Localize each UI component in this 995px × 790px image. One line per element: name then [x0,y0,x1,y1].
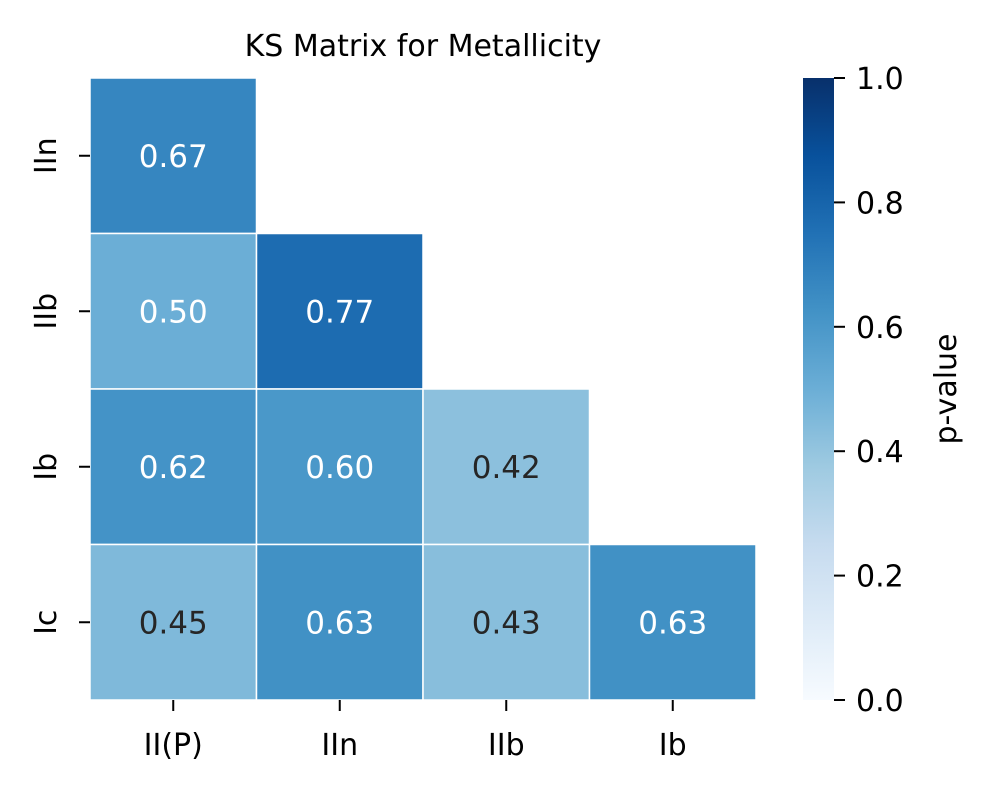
x-axis: II(P) IIn IIb Ib [144,700,687,763]
heatmap-cell-iin-iip [89,77,258,235]
colorbar-tick-label: 0.8 [856,186,904,221]
heatmap-cell-iib-iin [255,232,424,390]
colorbar: 0.0 0.2 0.4 0.6 0.8 1.0 [803,62,904,719]
heatmap-cell-ib-iib [422,388,591,546]
y-tick-label: Ib [29,453,64,481]
colorbar-tick-label: 0.0 [856,684,904,719]
heatmap-cell-ic-ib [588,543,757,701]
x-tick-label: II(P) [144,728,203,763]
heatmap-cell-ib-iip [89,388,258,546]
cell-annotations: 0.67 0.50 0.77 0.62 0.60 0.42 0.45 0.63 0.43 0.63 [139,139,708,642]
cell-value-label: 0.45 [139,605,208,641]
heatmap-cell-ib-iin [255,388,424,546]
colorbar-gradient [803,78,834,700]
y-tick-label: IIb [29,293,64,330]
cell-value-label: 0.50 [139,294,208,330]
cell-value-label: 0.62 [139,450,208,486]
y-tick-label: IIn [29,137,64,174]
cell-value-label: 0.60 [305,450,374,486]
colorbar-tick-label: 0.4 [856,435,904,470]
cell-value-label: 0.63 [638,605,707,641]
colorbar-tick-label: 1.0 [856,62,904,97]
x-tick-label: IIb [488,728,525,763]
chart-title: KS Matrix for Metallicity [245,29,602,64]
cell-value-label: 0.67 [139,139,208,175]
heatmap-cell-iib-iip [89,232,258,390]
cell-value-label: 0.43 [472,605,541,641]
heatmap-cell-ic-iin [255,543,424,701]
cell-value-label: 0.77 [305,294,374,330]
y-axis: IIn IIb Ib Ic [29,137,90,635]
heatmap-cells [89,77,757,701]
cell-value-label: 0.63 [305,605,374,641]
colorbar-label: p-value [929,333,964,444]
x-tick-label: Ib [659,728,687,763]
colorbar-tick-label: 0.2 [856,560,904,595]
y-tick-label: Ic [29,610,64,635]
cell-value-label: 0.42 [472,450,541,486]
x-tick-label: IIn [321,728,358,763]
colorbar-tick-label: 0.6 [856,311,904,346]
